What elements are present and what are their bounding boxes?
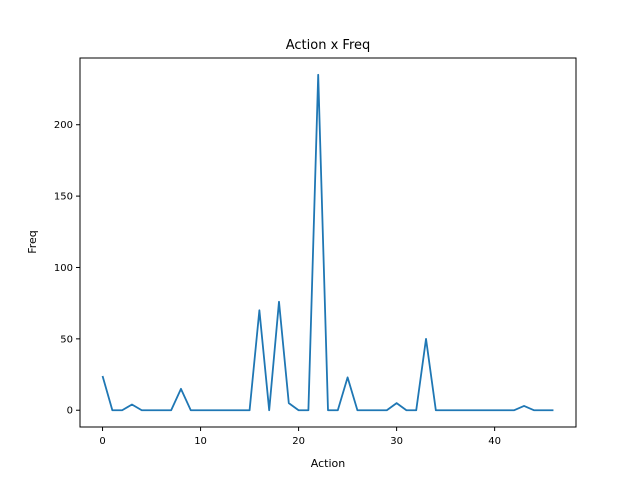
chart-title: Action x Freq (286, 38, 371, 53)
x-axis-label: Action (311, 457, 345, 470)
y-axis-label: Freq (26, 230, 39, 254)
plot-frame (79, 57, 577, 428)
y-tick-label: 100 (54, 263, 73, 274)
y-axis: 0 50 100 150 200 (54, 120, 80, 417)
y-tick-label: 0 (67, 406, 73, 417)
y-tick-label: 150 (54, 192, 73, 203)
series-line (101, 73, 554, 412)
x-tick-label: 20 (292, 436, 305, 447)
x-tick-label: 10 (194, 436, 207, 447)
x-tick-label: 0 (99, 436, 105, 447)
plot-area (79, 57, 577, 428)
x-axis: 0 10 20 30 40 (99, 427, 501, 447)
x-tick-label: 30 (390, 436, 403, 447)
x-tick-label: 40 (488, 436, 501, 447)
y-tick-label: 50 (60, 334, 73, 345)
y-tick-label: 200 (54, 120, 73, 131)
